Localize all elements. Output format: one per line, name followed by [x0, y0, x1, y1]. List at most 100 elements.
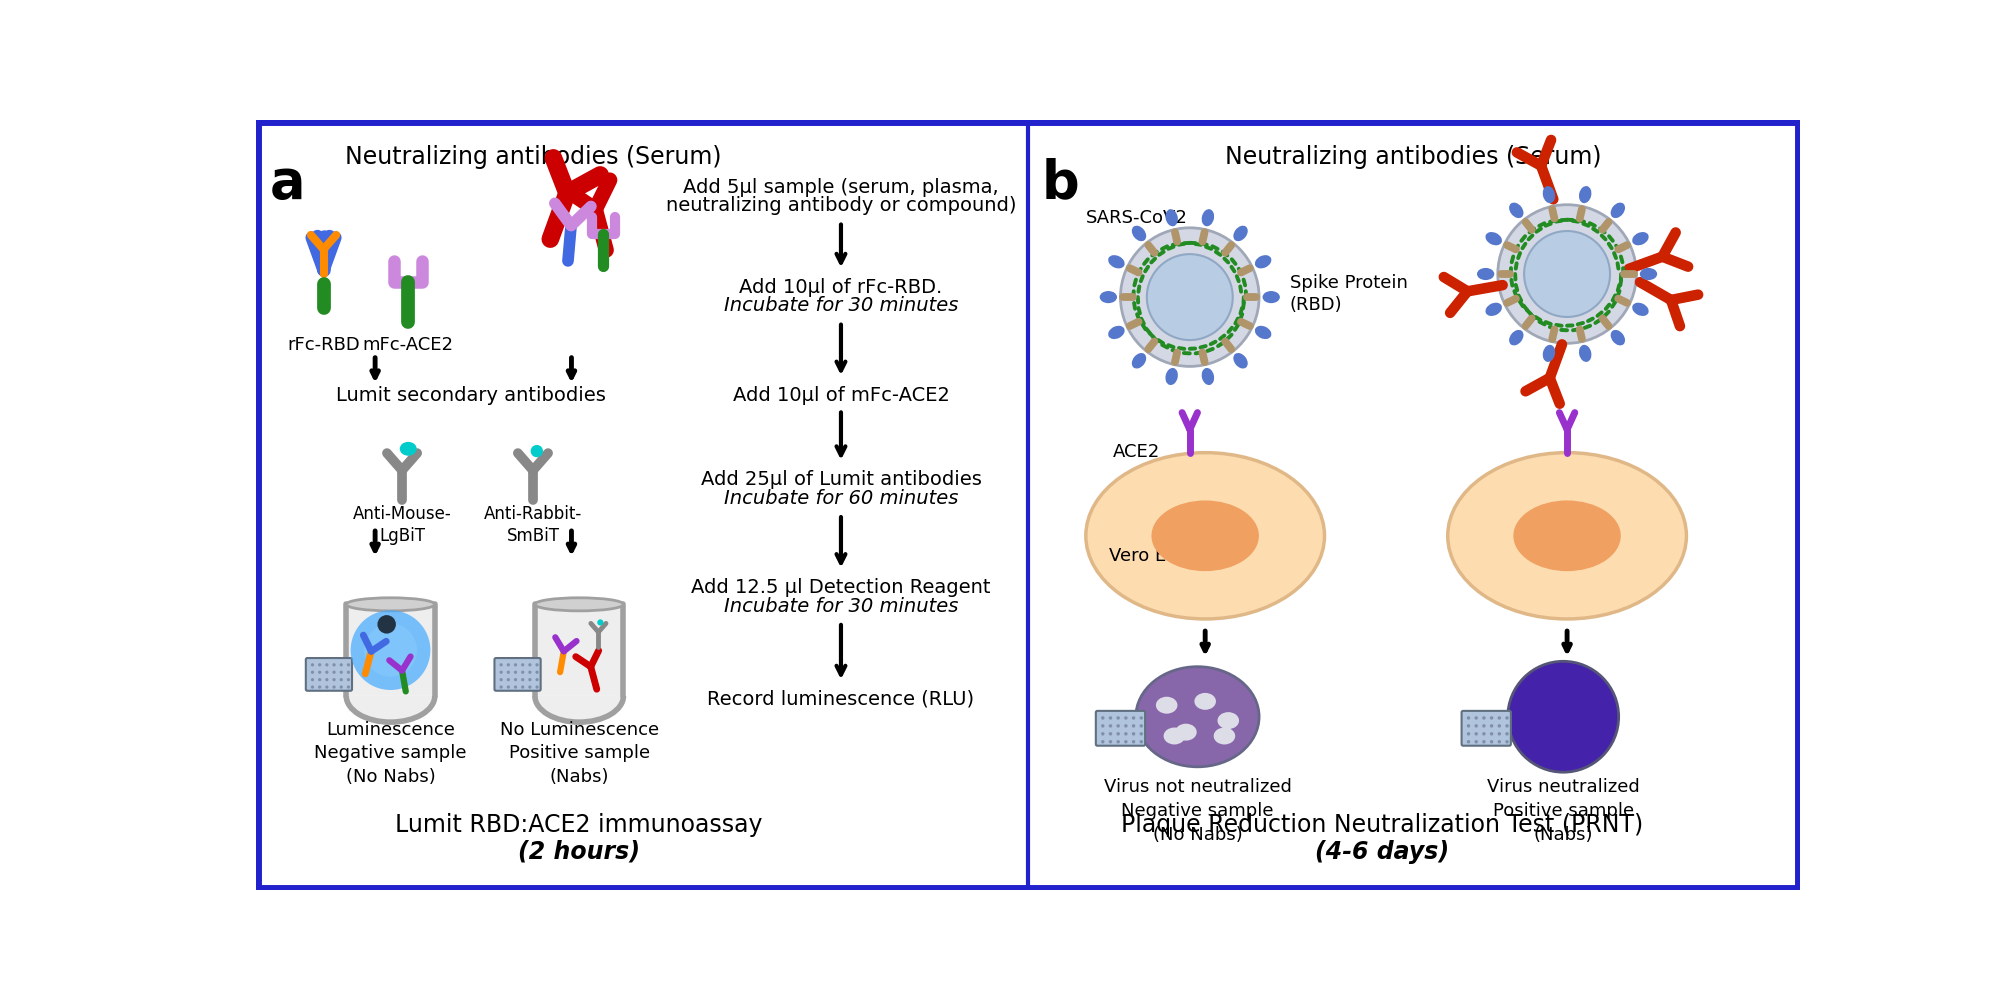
Circle shape [1131, 724, 1135, 728]
Circle shape [531, 445, 543, 457]
Circle shape [1131, 740, 1135, 743]
Circle shape [1482, 724, 1486, 728]
Ellipse shape [1135, 667, 1259, 767]
Circle shape [319, 685, 321, 689]
Ellipse shape [1508, 203, 1522, 218]
Circle shape [1466, 724, 1470, 728]
Circle shape [1498, 205, 1636, 343]
Text: SARS-CoV2: SARS-CoV2 [1085, 209, 1187, 227]
Ellipse shape [1201, 368, 1213, 385]
Circle shape [339, 678, 343, 681]
Circle shape [347, 685, 349, 689]
Circle shape [351, 610, 431, 690]
Circle shape [535, 678, 539, 681]
Ellipse shape [399, 442, 417, 456]
Ellipse shape [1233, 226, 1247, 241]
Circle shape [1474, 716, 1478, 720]
Text: Lumit secondary antibodies: Lumit secondary antibodies [337, 386, 606, 405]
Ellipse shape [1542, 345, 1554, 362]
Circle shape [339, 671, 343, 674]
Circle shape [333, 671, 335, 674]
Circle shape [319, 663, 321, 666]
Text: Add 10μl of mFc-ACE2: Add 10μl of mFc-ACE2 [732, 386, 948, 405]
Ellipse shape [1175, 724, 1197, 741]
Circle shape [325, 678, 329, 681]
Text: b: b [1041, 157, 1079, 209]
Circle shape [499, 671, 503, 674]
Circle shape [513, 663, 517, 666]
Ellipse shape [1201, 209, 1213, 226]
Text: Add 25μl of Lumit antibodies: Add 25μl of Lumit antibodies [700, 470, 980, 489]
Circle shape [535, 685, 539, 689]
FancyBboxPatch shape [1462, 711, 1510, 746]
Ellipse shape [1193, 693, 1215, 710]
Circle shape [1498, 732, 1500, 736]
Circle shape [513, 671, 517, 674]
Ellipse shape [1163, 728, 1185, 744]
Circle shape [1466, 732, 1470, 736]
Circle shape [311, 685, 315, 689]
Text: Neutralizing antibodies (Serum): Neutralizing antibodies (Serum) [345, 145, 722, 169]
FancyBboxPatch shape [493, 658, 541, 691]
Circle shape [507, 671, 509, 674]
Circle shape [1139, 716, 1143, 720]
Circle shape [311, 671, 315, 674]
Ellipse shape [1131, 226, 1145, 241]
PathPatch shape [535, 604, 624, 722]
Ellipse shape [1261, 291, 1279, 303]
Circle shape [1474, 732, 1478, 736]
Circle shape [1101, 716, 1105, 720]
Text: Lumit RBD:ACE2 immunoassay: Lumit RBD:ACE2 immunoassay [395, 813, 762, 837]
Circle shape [1117, 740, 1119, 743]
Text: Anti-Mouse-
LgBiT: Anti-Mouse- LgBiT [353, 505, 451, 545]
Circle shape [1123, 740, 1127, 743]
Ellipse shape [1486, 232, 1502, 245]
Ellipse shape [1165, 368, 1177, 385]
Circle shape [1121, 228, 1259, 366]
Ellipse shape [1165, 209, 1177, 226]
Ellipse shape [1542, 186, 1554, 203]
Circle shape [1504, 716, 1508, 720]
Circle shape [1474, 740, 1478, 743]
Text: Add 5μl sample (serum, plasma,: Add 5μl sample (serum, plasma, [684, 178, 998, 197]
Ellipse shape [1099, 291, 1117, 303]
Circle shape [1147, 254, 1233, 340]
Ellipse shape [1578, 186, 1590, 203]
Circle shape [1109, 740, 1111, 743]
Circle shape [521, 685, 523, 689]
FancyBboxPatch shape [305, 658, 351, 691]
Circle shape [333, 663, 335, 666]
Text: ACE2: ACE2 [1113, 443, 1159, 461]
Circle shape [325, 671, 329, 674]
Text: Record luminescence (RLU): Record luminescence (RLU) [708, 690, 974, 709]
Circle shape [527, 671, 531, 674]
Circle shape [319, 678, 321, 681]
Text: Virus not neutralized
Negative sample
(No Nabs): Virus not neutralized Negative sample (N… [1103, 778, 1291, 844]
Ellipse shape [535, 598, 624, 611]
Circle shape [499, 685, 503, 689]
Circle shape [347, 678, 349, 681]
Ellipse shape [1107, 326, 1125, 339]
Circle shape [1498, 724, 1500, 728]
Ellipse shape [1155, 697, 1177, 714]
Circle shape [527, 663, 531, 666]
Circle shape [521, 678, 523, 681]
Text: Virus neutralized
Positive sample
(Nabs): Virus neutralized Positive sample (Nabs) [1486, 778, 1638, 844]
Circle shape [1131, 716, 1135, 720]
Ellipse shape [1217, 712, 1239, 729]
Circle shape [1466, 740, 1470, 743]
Ellipse shape [1233, 353, 1247, 369]
Circle shape [377, 615, 395, 634]
Circle shape [1482, 732, 1486, 736]
Text: a: a [269, 157, 305, 209]
Circle shape [1123, 716, 1127, 720]
Circle shape [1139, 732, 1143, 736]
Text: (2 hours): (2 hours) [517, 840, 640, 864]
Ellipse shape [1131, 353, 1145, 369]
Circle shape [1101, 740, 1105, 743]
Text: mFc-ACE2: mFc-ACE2 [363, 336, 453, 354]
Ellipse shape [1632, 303, 1648, 316]
Circle shape [527, 685, 531, 689]
Text: Anti-Rabbit-
SmBiT: Anti-Rabbit- SmBiT [483, 505, 581, 545]
Circle shape [1504, 740, 1508, 743]
